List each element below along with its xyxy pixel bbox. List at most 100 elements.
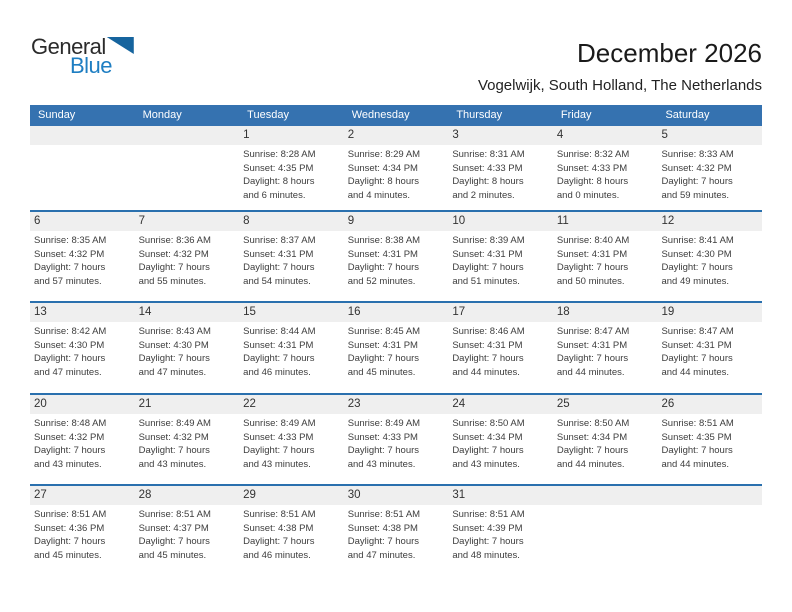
calendar-day-cell: 1 Sunrise: 8:28 AM Sunset: 4:35 PM Daylight… (239, 126, 344, 210)
day-details: Sunrise: 8:51 AM Sunset: 4:38 PM Daylight:… (344, 505, 449, 562)
sunrise-text: Sunrise: 8:29 AM (347, 149, 421, 160)
daylight-text-line1: Daylight: 8 hours (347, 176, 420, 187)
location-subtitle: Vogelwijk, South Holland, The Netherland… (477, 77, 762, 94)
calendar-day-cell: 13 Sunrise: 8:42 AM Sunset: 4:30 PM Dayligh… (30, 303, 135, 393)
calendar-day-cell: 30 Sunrise: 8:51 AM Sunset: 4:38 PM Dayligh… (343, 486, 449, 574)
daylight-text-line1: Daylight: 7 hours (661, 445, 733, 456)
weekday-header-friday: Friday (560, 109, 592, 121)
calendar-day-cell: 21 Sunrise: 8:49 AM Sunset: 4:32 PM Dayligh… (134, 395, 240, 484)
sunset-text: Sunset: 4:35 PM (661, 431, 732, 443)
logo-text-blue: Blue (70, 53, 113, 78)
daylight-text-line2: and 45 minutes. (138, 549, 207, 561)
day-number (657, 486, 763, 505)
weekday-header-sunday: Sunday (38, 109, 76, 121)
calendar-day-cell: 17 Sunrise: 8:46 AM Sunset: 4:31 PM Dayligh… (448, 303, 553, 393)
sunset-text: Sunset: 4:31 PM (452, 339, 523, 351)
daylight-text-line1: Daylight: 7 hours (243, 262, 315, 273)
daylight-text-line2: and 44 minutes. (452, 366, 520, 378)
daylight-text-line1: Daylight: 7 hours (34, 262, 106, 273)
daylight-text-line2: and 46 minutes. (243, 366, 311, 378)
day-details: Sunrise: 8:49 AM Sunset: 4:33 PM Daylight:… (344, 414, 449, 471)
weekday-header-wednesday: Wednesday (351, 109, 410, 121)
week-row: 27 Sunrise: 8:51 AM Sunset: 4:36 PM Dayligh… (30, 484, 763, 574)
sunrise-text: Sunrise: 8:41 AM (661, 235, 734, 246)
sunset-text: Sunset: 4:32 PM (138, 248, 209, 260)
day-details: Sunrise: 8:47 AM Sunset: 4:31 PM Daylight:… (553, 322, 658, 379)
day-details: Sunrise: 8:37 AM Sunset: 4:31 PM Daylight:… (239, 231, 344, 288)
day-number: 11 (552, 212, 658, 231)
sunset-text: Sunset: 4:39 PM (452, 522, 523, 534)
calendar-day-cell: 2 Sunrise: 8:29 AM Sunset: 4:34 PM Daylight… (343, 126, 449, 210)
calendar-day-cell: 26 Sunrise: 8:51 AM Sunset: 4:35 PM Dayligh… (657, 395, 763, 484)
sunrise-text: Sunrise: 8:43 AM (138, 326, 211, 337)
daylight-text-line2: and 57 minutes. (34, 275, 102, 287)
daylight-text-line2: and 43 minutes. (452, 458, 520, 470)
sunrise-text: Sunrise: 8:51 AM (34, 509, 107, 520)
day-details: Sunrise: 8:40 AM Sunset: 4:31 PM Daylight:… (553, 231, 658, 288)
day-number (134, 126, 240, 145)
daylight-text-line1: Daylight: 8 hours (556, 176, 629, 187)
daylight-text-line1: Daylight: 7 hours (452, 262, 524, 273)
daylight-text-line2: and 44 minutes. (661, 458, 730, 470)
sunset-text: Sunset: 4:34 PM (556, 431, 628, 443)
daylight-text-line1: Daylight: 7 hours (138, 262, 210, 273)
day-details: Sunrise: 8:44 AM Sunset: 4:31 PM Daylight:… (239, 322, 344, 379)
day-number: 22 (239, 395, 344, 414)
sunrise-text: Sunrise: 8:51 AM (661, 418, 734, 429)
calendar-day-cell: 22 Sunrise: 8:49 AM Sunset: 4:33 PM Dayligh… (239, 395, 344, 484)
day-details: Sunrise: 8:41 AM Sunset: 4:30 PM Daylight:… (657, 231, 762, 288)
calendar-day-cell: 9 Sunrise: 8:38 AM Sunset: 4:31 PM Daylight… (343, 212, 449, 301)
daylight-text-line1: Daylight: 7 hours (138, 536, 210, 547)
day-number: 15 (239, 303, 344, 322)
day-details: Sunrise: 8:42 AM Sunset: 4:30 PM Daylight:… (30, 322, 135, 379)
daylight-text-line1: Daylight: 7 hours (347, 445, 420, 456)
calendar-day-cell: 16 Sunrise: 8:45 AM Sunset: 4:31 PM Dayligh… (343, 303, 449, 393)
day-details: Sunrise: 8:35 AM Sunset: 4:32 PM Daylight:… (30, 231, 135, 288)
calendar-day-cell: 24 Sunrise: 8:50 AM Sunset: 4:34 PM Dayligh… (448, 395, 553, 484)
daylight-text-line2: and 51 minutes. (452, 275, 520, 287)
day-number: 8 (239, 212, 344, 231)
sunset-text: Sunset: 4:31 PM (556, 248, 628, 260)
daylight-text-line2: and 47 minutes. (34, 366, 102, 378)
day-number: 21 (134, 395, 240, 414)
day-number: 18 (552, 303, 658, 322)
sunrise-text: Sunrise: 8:49 AM (138, 418, 211, 429)
logo-text-general: General (31, 34, 106, 59)
calendar-day-cell: 7 Sunrise: 8:36 AM Sunset: 4:32 PM Daylight… (134, 212, 240, 301)
sunrise-text: Sunrise: 8:33 AM (661, 149, 734, 160)
page-title: December 2026 (577, 38, 762, 68)
day-details: Sunrise: 8:31 AM Sunset: 4:33 PM Daylight:… (448, 145, 553, 202)
weekday-header-saturday: Saturday (665, 109, 710, 121)
sunrise-text: Sunrise: 8:38 AM (347, 235, 421, 246)
logo-triangle-icon (106, 37, 134, 54)
day-number: 2 (343, 126, 449, 145)
daylight-text-line2: and 52 minutes. (347, 275, 416, 287)
day-details: Sunrise: 8:49 AM Sunset: 4:32 PM Daylight:… (135, 414, 240, 471)
sunset-text: Sunset: 4:33 PM (347, 431, 418, 443)
calendar-day-cell: 25 Sunrise: 8:50 AM Sunset: 4:34 PM Dayligh… (552, 395, 658, 484)
calendar-day-cell: 10 Sunrise: 8:39 AM Sunset: 4:31 PM Dayligh… (448, 212, 553, 301)
daylight-text-line1: Daylight: 7 hours (661, 176, 733, 187)
daylight-text-line1: Daylight: 7 hours (34, 353, 106, 364)
day-details: Sunrise: 8:45 AM Sunset: 4:31 PM Daylight:… (344, 322, 449, 379)
daylight-text-line1: Daylight: 7 hours (661, 262, 733, 273)
week-row: 6 Sunrise: 8:35 AM Sunset: 4:32 PM Daylight… (30, 210, 763, 301)
day-number: 30 (343, 486, 449, 505)
sunset-text: Sunset: 4:31 PM (347, 339, 418, 351)
sunset-text: Sunset: 4:30 PM (138, 339, 209, 351)
day-number: 31 (448, 486, 553, 505)
day-details: Sunrise: 8:32 AM Sunset: 4:33 PM Daylight:… (553, 145, 658, 202)
day-number: 5 (657, 126, 763, 145)
sunrise-text: Sunrise: 8:49 AM (347, 418, 421, 429)
daylight-text-line1: Daylight: 7 hours (34, 536, 106, 547)
sunset-text: Sunset: 4:33 PM (452, 162, 523, 174)
sunrise-text: Sunrise: 8:36 AM (138, 235, 211, 246)
sunset-text: Sunset: 4:31 PM (243, 248, 314, 260)
daylight-text-line1: Daylight: 7 hours (556, 353, 629, 364)
day-number: 19 (657, 303, 763, 322)
day-number: 25 (552, 395, 658, 414)
day-number: 7 (134, 212, 240, 231)
daylight-text-line1: Daylight: 7 hours (243, 353, 315, 364)
calendar-day-cell: 31 Sunrise: 8:51 AM Sunset: 4:39 PM Dayligh… (448, 486, 553, 574)
